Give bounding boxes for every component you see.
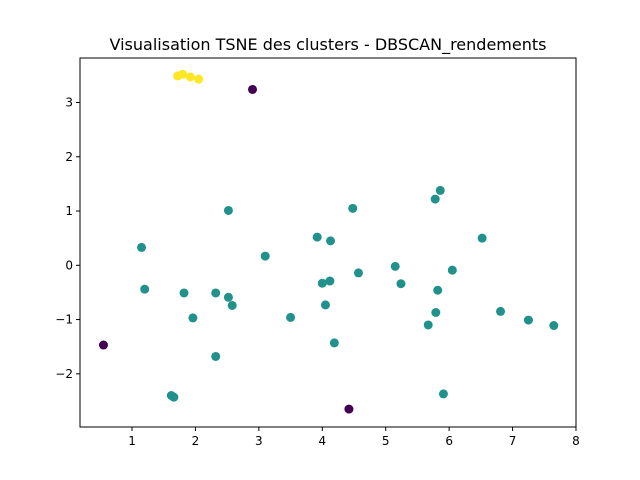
data-point xyxy=(431,308,441,318)
data-point xyxy=(396,279,406,289)
data-points xyxy=(98,69,559,414)
data-point xyxy=(353,268,363,278)
data-point xyxy=(433,285,443,295)
x-tick-label: 5 xyxy=(382,434,390,448)
data-point xyxy=(169,392,179,402)
data-point xyxy=(326,236,336,246)
data-point xyxy=(549,321,559,331)
x-axis: 1 2 3 4 5 6 7 8 xyxy=(128,427,580,448)
data-point xyxy=(179,288,189,298)
x-tick-label: 1 xyxy=(128,434,136,448)
data-point xyxy=(248,84,258,94)
y-tick-label: 1 xyxy=(65,204,73,218)
x-tick-label: 3 xyxy=(255,434,263,448)
y-tick-label: −1 xyxy=(55,313,73,327)
data-point xyxy=(286,312,296,322)
x-tick-label: 4 xyxy=(318,434,326,448)
data-point xyxy=(137,242,147,252)
y-tick-label: −2 xyxy=(55,367,73,381)
data-point xyxy=(223,292,233,302)
x-tick-label: 6 xyxy=(445,434,453,448)
data-point xyxy=(227,300,237,310)
data-point xyxy=(185,72,195,82)
data-point xyxy=(312,232,322,242)
data-point xyxy=(423,320,433,330)
data-point xyxy=(447,265,457,275)
data-point xyxy=(260,251,270,261)
data-point xyxy=(523,315,533,325)
data-point xyxy=(348,203,358,213)
data-point xyxy=(188,313,198,323)
data-point xyxy=(194,74,204,84)
data-point xyxy=(178,69,188,79)
data-point xyxy=(329,338,339,348)
data-point xyxy=(98,340,108,350)
data-point xyxy=(435,185,445,195)
y-axis: −2 −1 0 1 2 3 xyxy=(55,95,80,381)
data-point xyxy=(325,276,335,286)
x-tick-label: 7 xyxy=(509,434,517,448)
y-tick-label: 3 xyxy=(65,95,73,109)
data-point xyxy=(211,288,221,298)
data-point xyxy=(317,278,327,288)
data-point xyxy=(320,300,330,310)
data-point xyxy=(344,404,354,414)
chart-title: Visualisation TSNE des clusters - DBSCAN… xyxy=(110,35,547,55)
data-point xyxy=(390,261,400,271)
y-tick-label: 2 xyxy=(65,150,73,164)
x-tick-label: 8 xyxy=(572,434,580,448)
data-point xyxy=(223,205,233,215)
data-point xyxy=(496,306,506,316)
data-point xyxy=(477,233,487,243)
data-point xyxy=(211,351,221,361)
data-point xyxy=(140,284,150,294)
x-tick-label: 2 xyxy=(192,434,200,448)
y-tick-label: 0 xyxy=(65,258,73,272)
data-point xyxy=(438,389,448,399)
data-point xyxy=(430,194,440,204)
